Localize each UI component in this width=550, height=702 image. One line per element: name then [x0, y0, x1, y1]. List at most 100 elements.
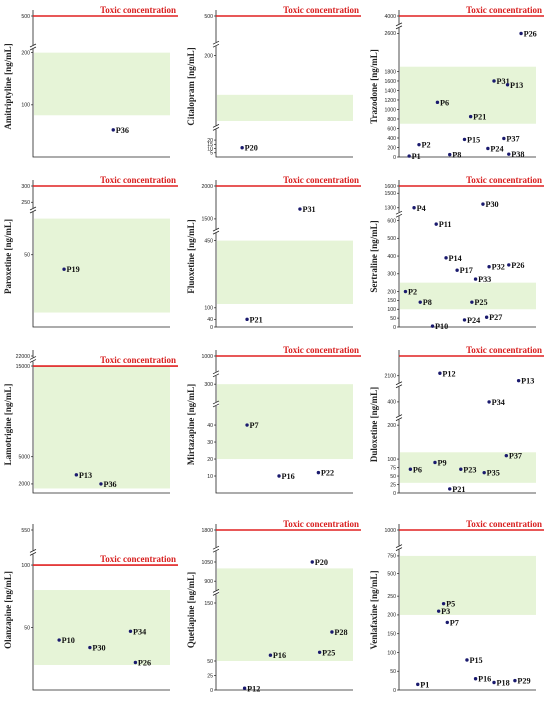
- axis-break-mark: [395, 22, 403, 27]
- patient-point: [473, 277, 478, 281]
- patient-label: P37: [509, 452, 522, 461]
- patient-point: [462, 137, 467, 142]
- y-axis-label: Citalopram [ng/mL]: [186, 47, 196, 125]
- axis-break-mark: [212, 127, 220, 131]
- patient-point: [468, 114, 473, 119]
- patient-point: [505, 83, 510, 87]
- patient-point: [57, 638, 61, 642]
- patient-point: [492, 79, 496, 83]
- y-axis-label: Olanzapine [ng/mL]: [3, 571, 13, 649]
- axis-break-mark: [395, 414, 403, 419]
- y-tick-label: 50: [24, 253, 30, 259]
- y-tick-label: 200: [387, 289, 396, 295]
- patient-label: P27: [489, 313, 502, 322]
- chart-panel-10: 550 100 50 Toxic concentration Olanzapine [n…: [3, 524, 178, 691]
- patient-point: [418, 300, 422, 304]
- patient-label: P13: [510, 81, 523, 90]
- axis-break-gap: [213, 371, 219, 376]
- patient-point: [128, 629, 133, 633]
- axis-break-gap: [30, 357, 36, 362]
- y-axis-label: Mirtazapine [ng/mL]: [186, 384, 196, 465]
- patient-label: P30: [485, 200, 498, 209]
- y-tick-label: 1050: [201, 560, 213, 566]
- patient-label: P38: [511, 150, 524, 159]
- patient-label: P21: [473, 113, 486, 122]
- patient-label: P15: [469, 656, 482, 665]
- y-tick-label: 5: [210, 151, 213, 157]
- y-tick-label: 150: [387, 631, 396, 637]
- axis-break-gap: [396, 415, 402, 420]
- patient-label: P1: [420, 680, 429, 689]
- therapeutic-range-band: [34, 590, 170, 666]
- chart-panel-5: 2000 1500 450 100 40 0 Toxic concentration Fluo…: [186, 175, 361, 331]
- axis-break-mark: [395, 25, 403, 30]
- axis-break-mark: [395, 384, 403, 389]
- y-axis-label: Paroxetine [ng/mL]: [3, 219, 13, 294]
- axis-lines: [215, 10, 353, 158]
- y-tick-label: 10: [207, 146, 213, 152]
- y-tick-label: 30: [207, 440, 213, 446]
- y-tick-label: 100: [21, 103, 30, 109]
- y-tick-label: 1600: [384, 184, 396, 190]
- axis-break-gap: [213, 401, 219, 406]
- axis-break-gap: [396, 382, 402, 387]
- y-tick-label: 800: [387, 117, 396, 123]
- axis-lines: [32, 180, 170, 328]
- patient-label: P32: [492, 263, 505, 272]
- patient-point: [448, 487, 452, 491]
- patient-point: [408, 467, 413, 471]
- patient-point: [310, 560, 314, 564]
- patient-point: [407, 154, 411, 158]
- axis-break-mark: [395, 210, 403, 215]
- patient-label: P9: [437, 458, 446, 467]
- patient-label: P4: [417, 204, 426, 213]
- therapeutic-range-band: [217, 94, 353, 121]
- patient-label: P25: [474, 298, 487, 307]
- patient-label: P29: [517, 677, 530, 686]
- axis-break-mark: [29, 552, 37, 556]
- chart-panel-7: 22000 15000 5000 2000 Toxic concentration Lam…: [3, 350, 178, 494]
- y-tick-label: 450: [204, 238, 213, 244]
- y-tick-label: 400: [387, 400, 396, 406]
- patient-point: [434, 222, 438, 226]
- therapeutic-range-band: [34, 366, 170, 489]
- y-tick-label: 4000: [384, 14, 396, 20]
- y-tick-label: 1500: [201, 217, 213, 223]
- patient-point: [317, 650, 322, 654]
- patient-label: P5: [446, 600, 455, 609]
- chart-panel-6: 160015001300600500400300200150100500Toxi…: [369, 175, 544, 331]
- therapeutic-range-band: [34, 218, 170, 313]
- y-tick-label: 0: [393, 491, 396, 497]
- axis-break-mark: [395, 381, 403, 386]
- axis-lines: [32, 350, 170, 494]
- patient-point: [433, 460, 437, 465]
- axis-break-gap: [30, 45, 36, 50]
- y-tick-label: 100: [387, 457, 396, 463]
- patient-label: P26: [511, 261, 524, 270]
- patient-point: [316, 470, 321, 475]
- y-tick-label: 10: [207, 474, 213, 480]
- y-tick-label: 1800: [201, 528, 213, 534]
- y-tick-label: 2600: [384, 31, 396, 37]
- axis-break-gap: [396, 212, 402, 217]
- y-tick-label: 200: [204, 53, 213, 59]
- patient-label: P37: [506, 134, 519, 143]
- patient-point: [455, 268, 459, 272]
- y-tick-label: 1600: [384, 79, 396, 85]
- patient-point: [484, 315, 489, 319]
- axis-break-gap: [213, 590, 219, 595]
- patient-label: P19: [67, 265, 80, 274]
- y-tick-label: 250: [21, 200, 30, 206]
- y-tick-label: 600: [387, 126, 396, 132]
- patient-point: [438, 371, 442, 375]
- y-tick-label: 1400: [384, 88, 396, 94]
- patient-point: [417, 142, 421, 147]
- axis-break-mark: [212, 43, 220, 48]
- y-tick-label: 50: [390, 474, 396, 480]
- patient-label: P15: [467, 135, 480, 144]
- y-tick-label: 300: [387, 272, 396, 278]
- y-tick-label: 25: [390, 482, 396, 488]
- patient-label: P24: [490, 144, 503, 153]
- chart-panel-9: 2100 400 200 100 75 50 25 0 Toxic concentration D…: [369, 345, 544, 497]
